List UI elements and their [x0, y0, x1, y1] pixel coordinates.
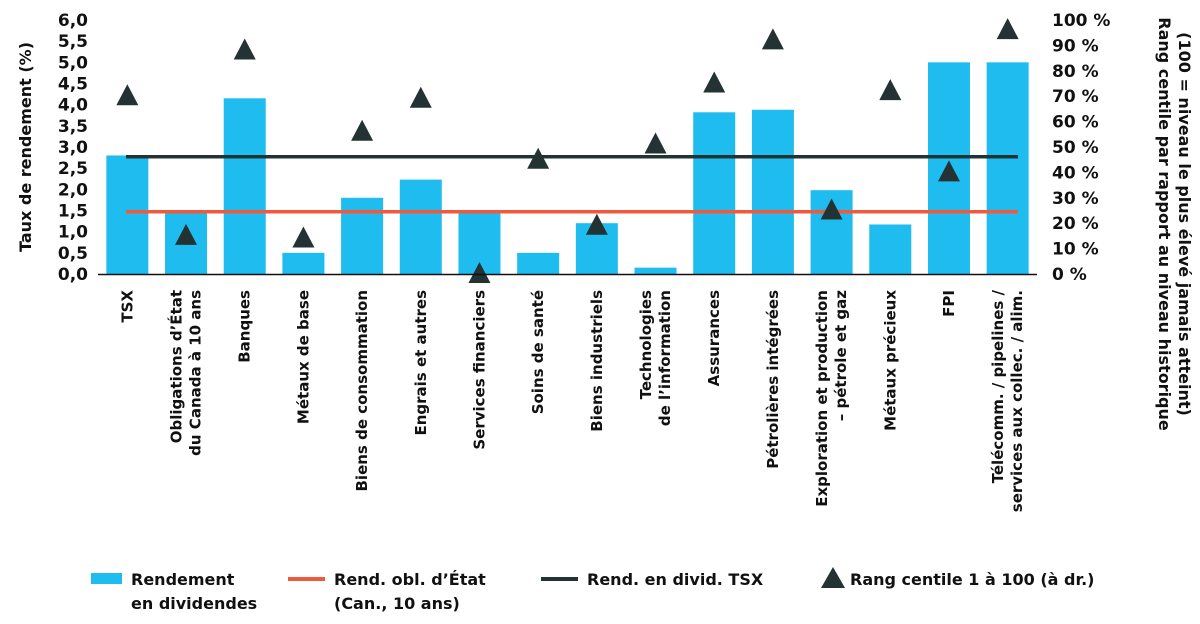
percentile-marker [644, 132, 667, 154]
y-tick-label: 3,5 [58, 117, 88, 137]
percentile-marker [937, 160, 960, 182]
percentile-marker [761, 28, 784, 50]
y2-tick-label: 10 % [1052, 240, 1099, 260]
y-tick-label: 3,0 [58, 138, 88, 158]
x-axis-categories: TSX Obligations d’État du Canada à 10 ans B… [118, 289, 1026, 512]
percentile-marker [527, 147, 550, 169]
percentile-marker [820, 198, 843, 220]
percentile-marker [996, 18, 1019, 40]
y-tick-label: 0,0 [58, 265, 88, 285]
category-label: TSX [118, 290, 136, 323]
bar-series [106, 62, 1029, 275]
category-label: – pétrole et gaz [832, 290, 850, 421]
category-label: Métaux de base [294, 290, 312, 424]
category-label: Technologies [637, 290, 655, 399]
percentile-marker [116, 84, 139, 106]
legend-label: en dividendes [131, 594, 257, 613]
category-label: Métaux précieux [881, 290, 899, 431]
legend-label: Rend. en divid. TSX [587, 570, 764, 589]
y2-tick-label: 50 % [1052, 138, 1099, 158]
y-axis-title-right: Rang centile par rapport au niveau histo… [1155, 17, 1194, 431]
category-label: Engrais et autres [412, 290, 430, 436]
category-label: Biens industriels [588, 290, 606, 432]
bar [751, 109, 794, 274]
y2-tick-label: 20 % [1052, 214, 1099, 234]
category-label: Obligations d’État [167, 290, 186, 443]
category-label: Pétrolières intégrées [764, 290, 782, 469]
y-tick-label: 2,0 [58, 180, 88, 200]
legend-label: Rang centile 1 à 100 (à dr.) [850, 570, 1094, 589]
y-tick-label: 1,0 [58, 223, 88, 243]
y2-tick-label: 60 % [1052, 113, 1099, 133]
y-tick-label: 1,5 [58, 202, 88, 222]
percentile-marker [585, 213, 608, 235]
percentile-marker [409, 86, 432, 108]
legend-item: Rend. en divid. TSX [541, 570, 764, 589]
category-label: Télécomm. / pipelines / [989, 289, 1007, 483]
y-axis-title-right-line: (100 = niveau le plus élevé jamais attei… [1175, 32, 1194, 416]
bar [869, 224, 912, 274]
percentile-markers [116, 18, 1019, 283]
bar [634, 267, 677, 274]
y-axis-title-left-text: Taux de rendement (%) [16, 42, 35, 252]
legend-label: (Can., 10 ans) [334, 594, 460, 613]
legend-item: Rendement en dividendes [91, 570, 257, 613]
legend-label: Rend. obl. d’État [334, 570, 486, 589]
bar [517, 252, 560, 274]
y2-tick-label: 40 % [1052, 163, 1099, 183]
percentile-marker [233, 38, 256, 60]
y2-tick-label: 0 % [1052, 265, 1087, 285]
legend-item: Rend. obl. d’État (Can., 10 ans) [288, 570, 486, 613]
bar [282, 252, 325, 274]
category-label: de l’information [656, 290, 674, 426]
legend-item: Rang centile 1 à 100 (à dr.) [821, 567, 1094, 589]
y-tick-label: 5,0 [58, 53, 88, 73]
y-tick-label: 0,5 [58, 244, 88, 264]
y2-tick-label: 90 % [1052, 36, 1099, 56]
y-tick-label: 2,5 [58, 159, 88, 179]
y-tick-label: 4,5 [58, 75, 88, 95]
y-tick-label: 5,5 [58, 32, 88, 52]
bar [106, 155, 149, 274]
legend-label: Rendement [131, 570, 235, 589]
y2-tick-label: 30 % [1052, 189, 1099, 209]
y2-tick-label: 70 % [1052, 87, 1099, 107]
bar [693, 112, 736, 274]
percentile-marker [879, 79, 902, 101]
category-label: services aux collec. / alim. [1008, 290, 1026, 512]
percentile-marker [175, 223, 198, 245]
y-axis-title-left: Taux de rendement (%) [16, 42, 35, 252]
category-label: Biens de consommation [353, 290, 371, 492]
percentile-marker [703, 71, 726, 93]
bar [986, 62, 1029, 275]
legend-swatch-triangle [821, 567, 845, 588]
legend: Rendement en dividendes Rend. obl. d’État (… [91, 567, 1094, 613]
category-label: Exploration et production [813, 290, 831, 507]
category-label: FPI [940, 290, 958, 317]
category-label: du Canada à 10 ans [187, 290, 205, 456]
bar [223, 98, 266, 274]
bar [399, 179, 442, 274]
y-axis-left-ticks: 0,00,51,01,52,02,53,03,54,04,55,05,56,0 [58, 11, 88, 285]
percentile-marker [292, 226, 315, 248]
reference-lines [126, 154, 1018, 214]
y-axis-title-right-line: Rang centile par rapport au niveau histo… [1155, 17, 1174, 431]
y2-tick-label: 80 % [1052, 62, 1099, 82]
y-axis-right-ticks: 0 % 10 % 20 % 30 % 40 % 50 % 60 % 70 % 80 % 90 % 1… [1052, 11, 1110, 285]
bar [341, 197, 384, 274]
legend-swatch-bar [91, 573, 122, 584]
y-tick-label: 6,0 [58, 11, 88, 31]
percentile-marker [351, 119, 374, 141]
category-label: Services financiers [471, 290, 489, 450]
category-label: Assurances [705, 290, 723, 386]
category-label: Banques [236, 290, 254, 363]
percentile-marker [468, 262, 491, 283]
y2-tick-label: 100 % [1052, 11, 1110, 31]
y-tick-label: 4,0 [58, 96, 88, 116]
category-label: Soins de santé [529, 290, 547, 414]
